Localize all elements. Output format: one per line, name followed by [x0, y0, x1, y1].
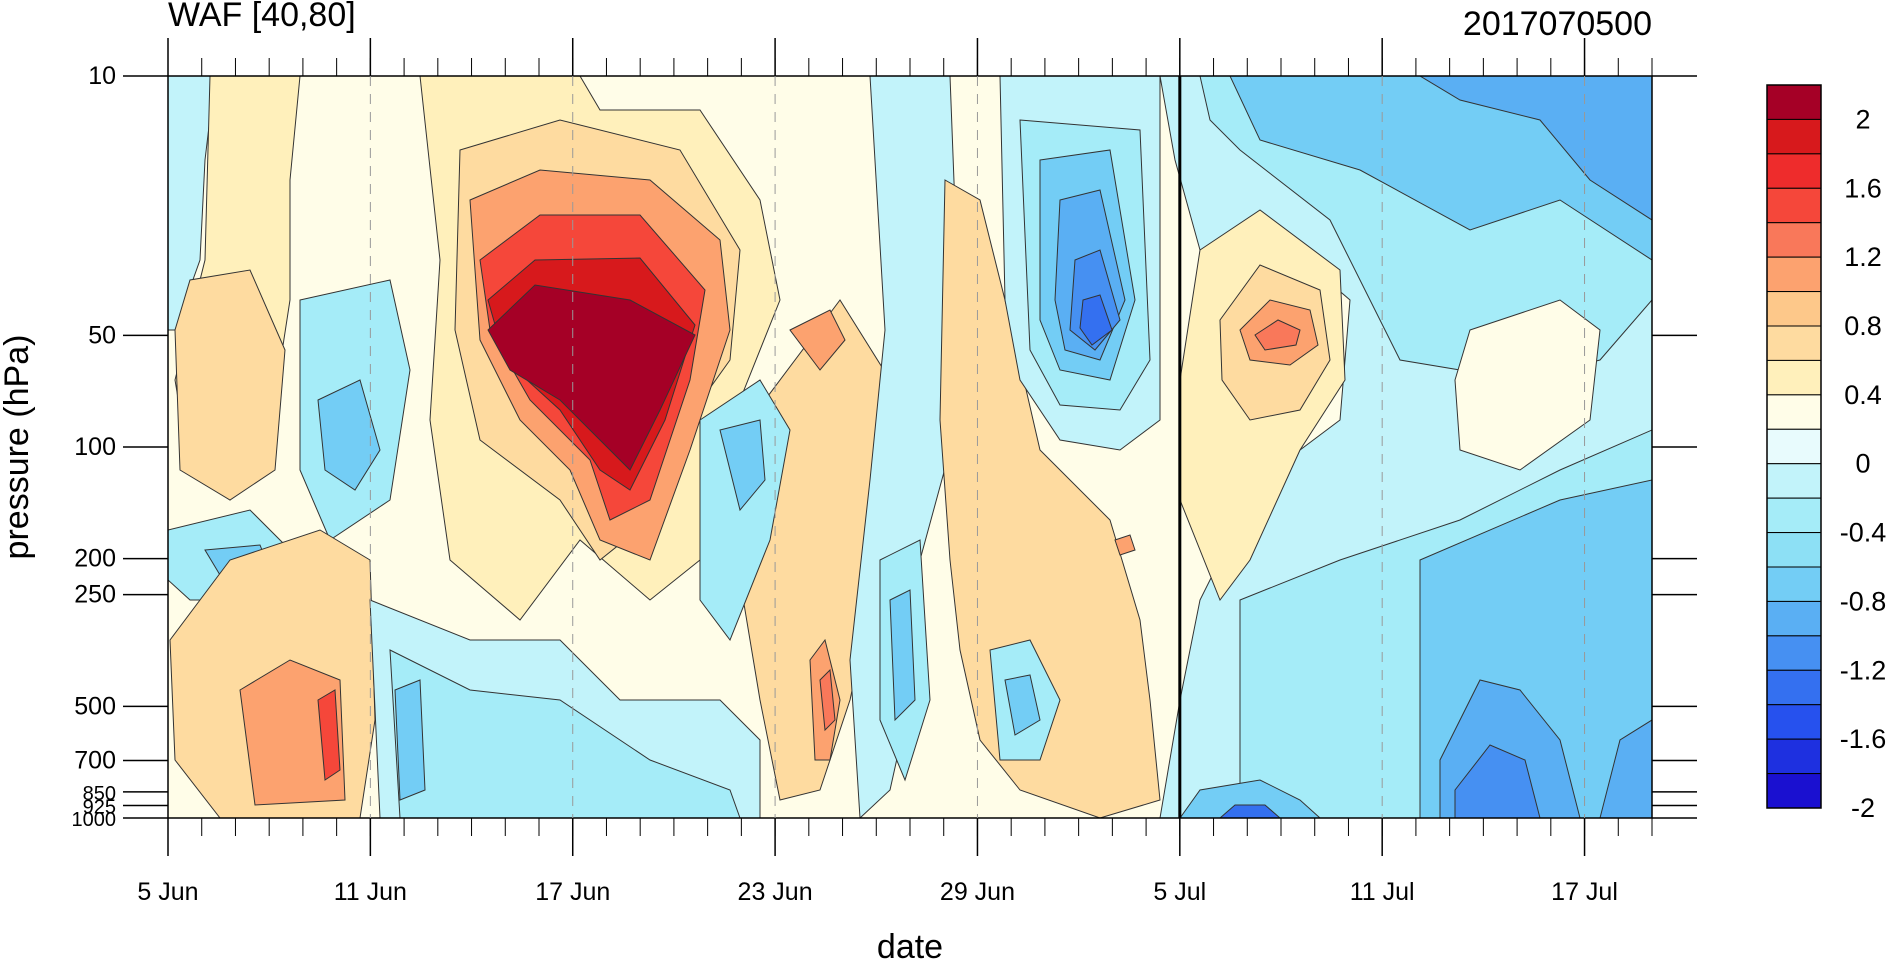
chart-subtitle: 2017070500: [1463, 5, 1652, 43]
x-tick-label: 23 Jun: [738, 878, 813, 906]
y-tick-label: 100: [74, 433, 116, 461]
colorbar-swatch: [1766, 704, 1822, 740]
colorbar-label: -1.2: [1840, 655, 1887, 685]
contour-region: [1114, 534, 1136, 556]
colorbar-swatch: [1766, 600, 1822, 637]
colorbar-swatch: [1766, 84, 1822, 120]
colorbar-swatch: [1766, 118, 1822, 155]
contour-region: [1599, 719, 1652, 818]
colorbar-label: 1.2: [1844, 242, 1882, 272]
contour-region: [789, 309, 846, 371]
colorbar-label: 0: [1855, 449, 1870, 479]
colorbar-swatch: [1766, 738, 1822, 775]
contour-region: [889, 589, 916, 722]
x-tick-label: 17 Jun: [535, 878, 610, 906]
colorbar-swatch: [1766, 187, 1822, 224]
colorbar: 2 1.6 1.2 0.8 0.4 0 -0.4 -0.8 -1.2 -1.6 -2: [1766, 84, 1887, 823]
colorbar-swatch: [1766, 773, 1822, 809]
chart-title: WAF [40,80]: [168, 0, 356, 34]
y-tick-label: 50: [88, 321, 116, 349]
contour-region: [819, 668, 836, 732]
contour-region: [1454, 744, 1541, 818]
x-axis-title: date: [877, 928, 943, 961]
contour-region: [168, 76, 216, 331]
colorbar-swatch: [1766, 463, 1822, 499]
contour-region: [1254, 319, 1301, 351]
x-tick-label: 17 Jul: [1551, 878, 1618, 906]
colorbar-swatch: [1766, 497, 1822, 534]
y-tick-label: 200: [74, 545, 116, 573]
x-tick-label: 29 Jun: [940, 878, 1015, 906]
contour-region: [239, 659, 346, 806]
contour-region: [394, 679, 426, 801]
contour-region: [487, 284, 696, 471]
colorbar-swatch: [1766, 394, 1822, 430]
colorbar-swatch: [1766, 566, 1822, 602]
colorbar-frame: [1766, 84, 1822, 809]
colorbar-swatch: [1766, 359, 1822, 396]
colorbar-swatch: [1766, 325, 1822, 361]
contour-region: [174, 269, 286, 501]
x-tick-label: 5 Jun: [137, 878, 198, 906]
colorbar-swatch: [1766, 428, 1822, 465]
contour-region: [1219, 804, 1281, 818]
colorbar-swatch: [1766, 635, 1822, 671]
colorbar-label: 2: [1855, 104, 1870, 134]
contour-region: [317, 689, 341, 781]
contour-region: [1454, 299, 1601, 471]
colorbar-label: -0.8: [1840, 586, 1887, 616]
colorbar-label: 0.4: [1844, 380, 1882, 410]
x-tick-label: 11 Jul: [1350, 878, 1415, 906]
colorbar-label: -2: [1851, 793, 1875, 823]
y-tick-label: 500: [74, 692, 116, 720]
y-tick-label: 850: [83, 783, 116, 805]
colorbar-swatch: [1766, 222, 1822, 258]
y-tick-label: 10: [88, 62, 116, 90]
colorbar-swatch: [1766, 256, 1822, 293]
colorbar-label: 0.8: [1844, 311, 1882, 341]
colorbar-label: -0.4: [1840, 518, 1887, 548]
contour-region: [1419, 76, 1652, 221]
contour-field: [168, 76, 1652, 818]
colorbar-label: 1.6: [1844, 173, 1882, 203]
contour-region: [719, 419, 766, 512]
contour-region: [317, 379, 381, 491]
contour-region: [1179, 779, 1321, 818]
y-tick-label: 250: [74, 581, 116, 609]
colorbar-swatch: [1766, 291, 1822, 327]
colorbar-label: -1.6: [1840, 724, 1887, 754]
contour-region: [1079, 294, 1113, 346]
axes: 5 Jun 11 Jun 17 Jun 23 Jun 29 Jun 5 Jul 11 Jul…: [72, 38, 1697, 906]
contour-region: [1004, 674, 1041, 736]
colorbar-swatch: [1766, 532, 1822, 568]
x-tick-label: 11 Jun: [334, 878, 407, 906]
contour-region: [699, 379, 791, 642]
y-tick-label: 1000: [72, 809, 117, 831]
y-tick-label: 700: [74, 747, 116, 775]
x-tick-label: 5 Jul: [1153, 878, 1206, 906]
contour-region: [389, 649, 741, 818]
y-tick-label: 925: [83, 796, 116, 818]
colorbar-swatch: [1766, 153, 1822, 189]
y-axis-title: pressure (hPa): [0, 335, 36, 560]
colorbar-swatch: [1766, 669, 1822, 706]
